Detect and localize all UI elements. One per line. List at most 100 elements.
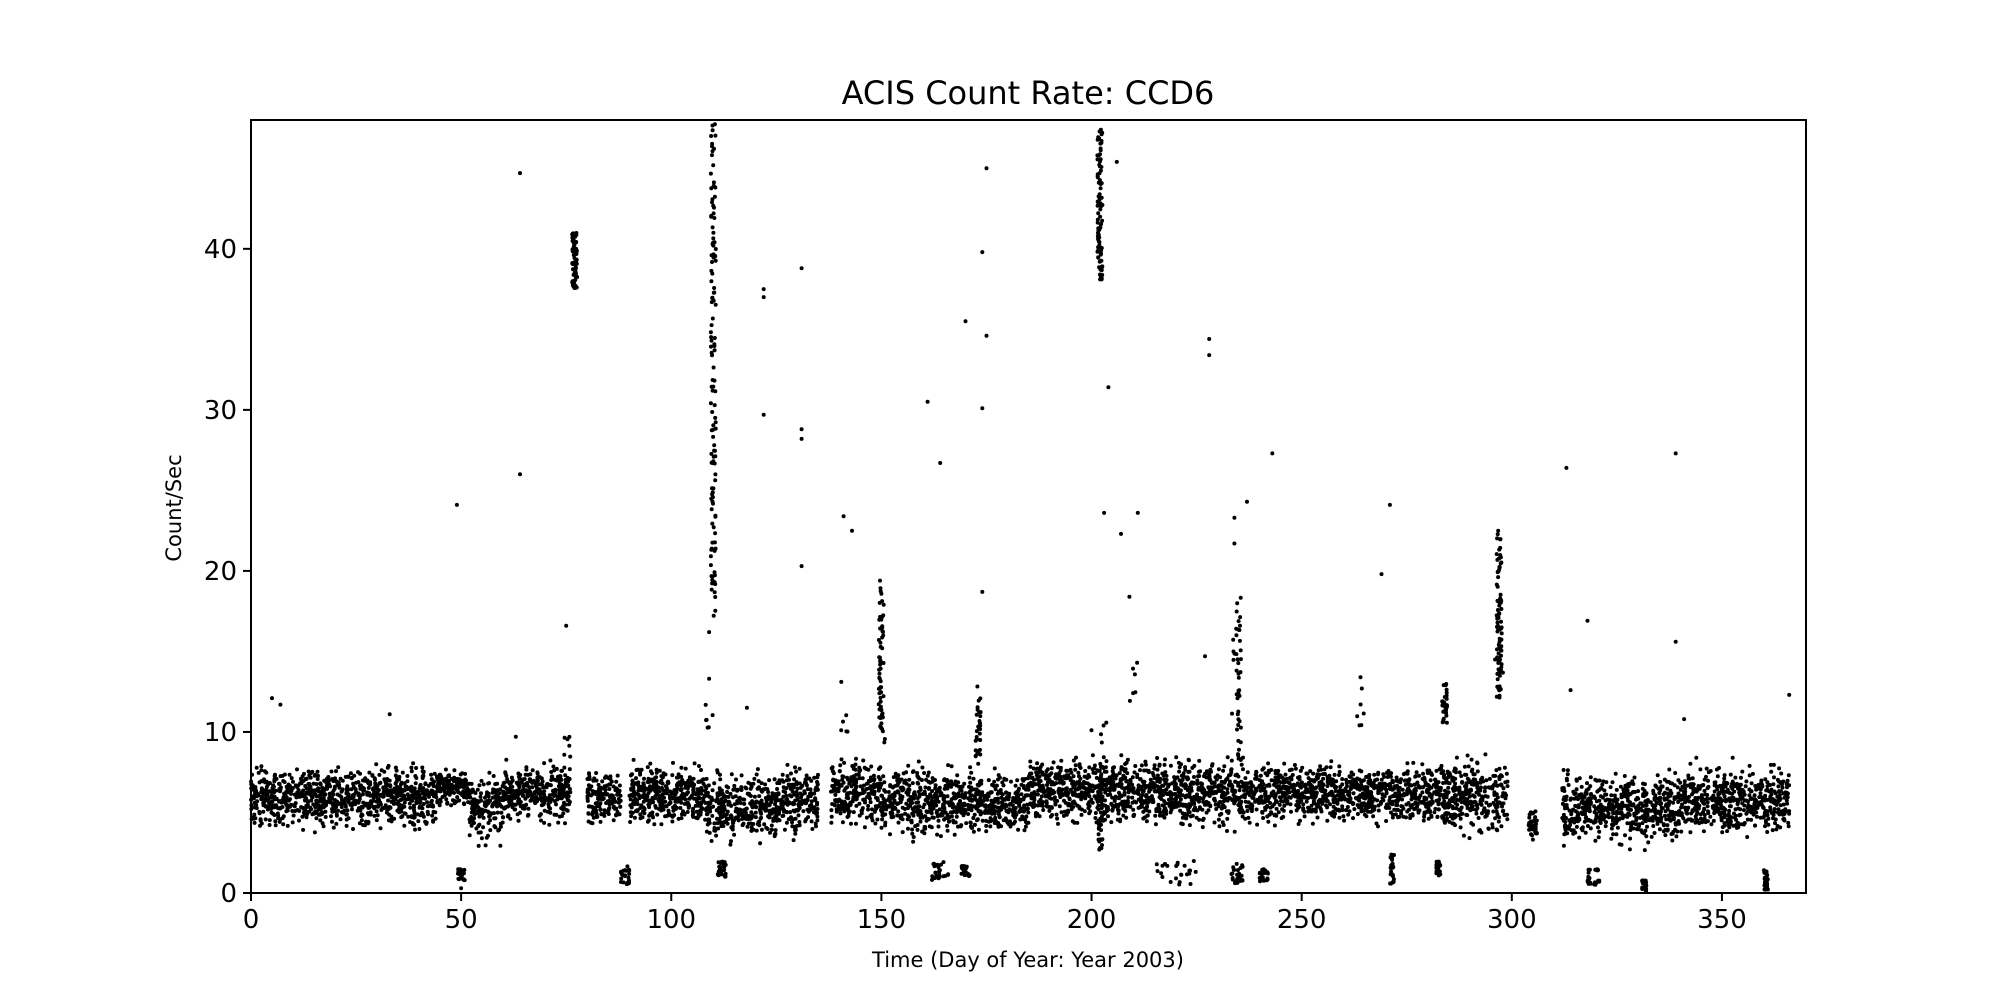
- data-point: [1018, 809, 1023, 814]
- data-point: [280, 798, 285, 803]
- data-point: [442, 793, 447, 798]
- data-point: [510, 784, 515, 789]
- data-point: [752, 794, 757, 799]
- data-point: [421, 802, 426, 806]
- data-point: [1272, 823, 1277, 828]
- data-point: [639, 803, 644, 808]
- data-point: [1152, 776, 1157, 781]
- data-point: [552, 768, 557, 773]
- data-point: [318, 818, 323, 823]
- data-point: [864, 815, 869, 820]
- data-point: [426, 793, 431, 797]
- data-point: [768, 830, 772, 835]
- data-point: [1236, 781, 1241, 786]
- data-point: [704, 812, 709, 817]
- data-point: [1125, 757, 1130, 762]
- data-point: [704, 776, 709, 781]
- data-point: [1188, 795, 1193, 800]
- data-point: [285, 803, 290, 808]
- data-point: [301, 788, 306, 793]
- data-point: [928, 803, 932, 808]
- data-point: [704, 791, 709, 796]
- data-point: [259, 764, 264, 769]
- data-point: [1241, 767, 1245, 772]
- data-point: [889, 815, 894, 820]
- data-point: [959, 784, 964, 789]
- data-point: [1123, 762, 1128, 766]
- data-point: [1183, 802, 1188, 807]
- data-point: [565, 779, 570, 784]
- data-point: [542, 808, 547, 813]
- data-point: [628, 820, 633, 824]
- data-point: [793, 827, 798, 832]
- data-point: [755, 767, 760, 772]
- data-point: [854, 772, 859, 777]
- data-point: [1190, 813, 1195, 818]
- data-point: [1253, 787, 1258, 792]
- data-point: [945, 823, 950, 828]
- data-point: [1213, 802, 1218, 807]
- data-point: [993, 818, 998, 823]
- data-point: [542, 800, 547, 805]
- data-point: [1059, 789, 1063, 793]
- data-point: [1086, 802, 1091, 807]
- data-point: [742, 801, 747, 806]
- data-point: [631, 757, 636, 762]
- data-point: [1073, 763, 1078, 768]
- data-point: [498, 843, 503, 848]
- data-point: [847, 809, 852, 814]
- data-point: [493, 782, 498, 787]
- data-point: [481, 825, 486, 830]
- data-point: [1055, 776, 1060, 781]
- data-point: [553, 790, 558, 795]
- data-point: [1272, 813, 1277, 818]
- data-point: [1150, 784, 1155, 789]
- data-point: [1128, 778, 1133, 782]
- data-point: [1173, 799, 1178, 804]
- data-point: [1194, 815, 1199, 820]
- data-point: [262, 798, 267, 803]
- data-point: [925, 816, 929, 821]
- data-point: [323, 815, 328, 819]
- data-point: [486, 809, 491, 814]
- data-point: [406, 814, 411, 819]
- data-point: [838, 763, 843, 768]
- data-point: [833, 798, 838, 803]
- data-point: [508, 798, 513, 803]
- data-point: [508, 801, 513, 806]
- data-point: [1077, 792, 1082, 797]
- data-point: [568, 790, 573, 795]
- data-point: [384, 810, 389, 815]
- data-point: [407, 801, 412, 806]
- data-point: [953, 779, 958, 784]
- data-point: [1145, 804, 1150, 809]
- data-point: [1126, 790, 1131, 795]
- data-point: [1045, 783, 1049, 787]
- data-point: [1047, 805, 1052, 809]
- data-point: [966, 812, 971, 816]
- data-point: [1101, 803, 1106, 808]
- data-point: [313, 773, 318, 777]
- data-point: [659, 822, 664, 827]
- data-point: [418, 813, 423, 818]
- data-point: [809, 778, 814, 783]
- data-point: [1047, 808, 1052, 813]
- data-point: [1158, 796, 1163, 801]
- data-point: [416, 819, 421, 824]
- data-point: [1203, 771, 1208, 776]
- data-point: [1079, 812, 1084, 817]
- data-point: [686, 802, 691, 807]
- data-point: [383, 786, 388, 791]
- data-point: [922, 771, 927, 775]
- data-point: [1168, 810, 1173, 815]
- data-point: [878, 785, 883, 790]
- data-point: [469, 823, 474, 828]
- data-point: [837, 807, 841, 812]
- data-point: [344, 791, 349, 796]
- data-point: [660, 807, 665, 812]
- data-point: [795, 786, 800, 791]
- data-point: [1048, 787, 1053, 792]
- data-point: [674, 775, 679, 780]
- data-point: [746, 780, 751, 785]
- data-point: [366, 785, 371, 790]
